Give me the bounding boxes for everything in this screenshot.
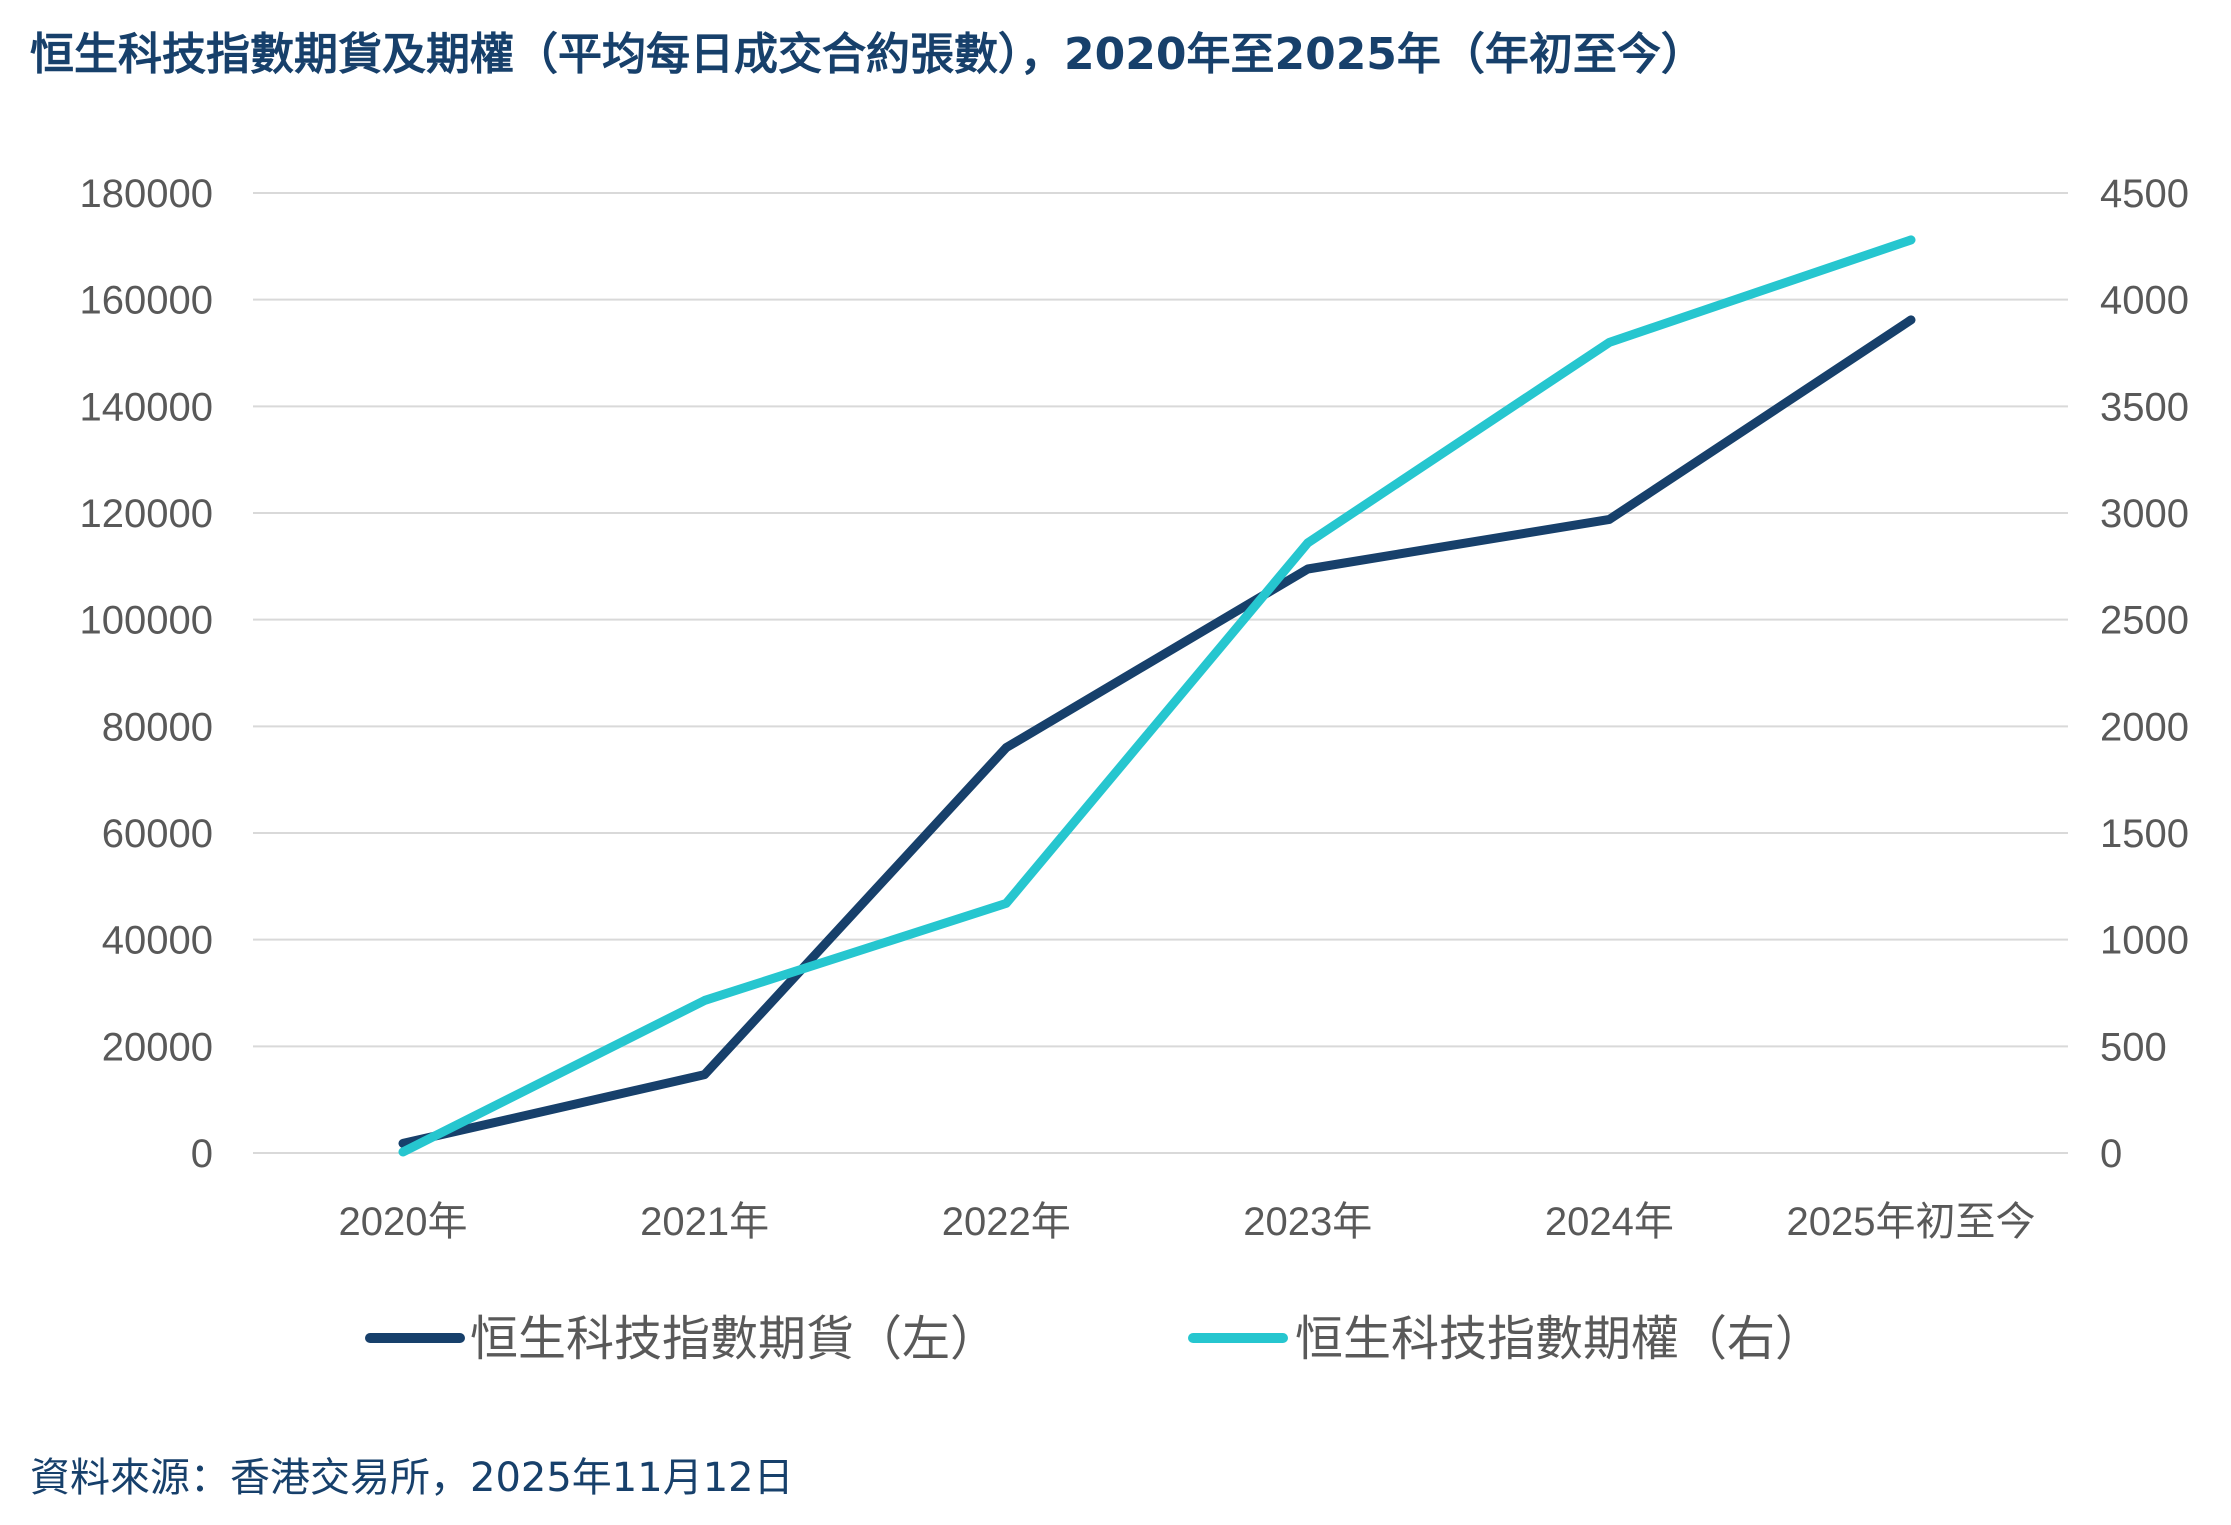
data-point-series-2	[1608, 341, 1610, 343]
data-point-series-1	[704, 1074, 706, 1076]
right-tick-label: 1000	[2100, 919, 2189, 963]
series-lines	[398, 235, 1916, 1157]
series-line-2	[398, 235, 1916, 1157]
x-tick-label: 2020年	[339, 1200, 468, 1244]
left-tick-label: 180000	[80, 172, 213, 216]
x-tick-label: 2025年初至今	[1787, 1200, 2036, 1244]
data-point-series-1	[1608, 518, 1610, 520]
right-tick-label: 2500	[2100, 599, 2189, 643]
left-tick-label: 100000	[80, 599, 213, 643]
data-point-series-1	[1005, 747, 1007, 749]
left-tick-label: 120000	[80, 492, 213, 536]
gridlines	[253, 192, 2068, 1154]
right-tick-label: 4000	[2100, 279, 2189, 323]
x-tick-label: 2021年	[640, 1200, 769, 1244]
data-point-series-2	[1005, 902, 1007, 904]
data-point-series-2	[704, 999, 706, 1001]
chart-title: 恒生科技指數期貨及期權（平均每日成交合約張數），2020年至2025年（年初至今…	[30, 29, 1705, 80]
legend-label-2: 恒生科技指數期權（右）	[1295, 1311, 1823, 1367]
source-note: 資料來源：香港交易所，2025年11月12日	[30, 1455, 794, 1501]
x-tick-label: 2022年	[942, 1200, 1071, 1244]
left-axis: 0 20000 40000 60000 80000 100000 120000 140000 1…	[80, 172, 213, 1176]
x-tick-label: 2023年	[1243, 1200, 1372, 1244]
x-tick-label: 2024年	[1545, 1200, 1674, 1244]
right-tick-label: 4500	[2100, 172, 2189, 216]
right-tick-label: 2000	[2100, 705, 2189, 749]
right-tick-label: 0	[2100, 1132, 2122, 1176]
legend-label-1: 恒生科技指數期貨（左）	[470, 1311, 998, 1367]
left-tick-label: 80000	[102, 705, 213, 749]
left-tick-label: 140000	[80, 385, 213, 429]
data-point-series-2	[1910, 239, 1912, 241]
data-point-series-1	[1910, 319, 1912, 321]
left-tick-label: 0	[191, 1132, 213, 1176]
x-axis: 2020年 2021年 2022年 2023年 2024年 2025年初至今	[339, 1200, 2036, 1244]
right-axis: 0 500 1000 1500 2000 2500 3000 3500 4000 4500	[2100, 172, 2189, 1176]
data-point-series-1	[402, 1142, 404, 1144]
left-tick-label: 60000	[102, 812, 213, 856]
data-point-series-1	[1307, 568, 1309, 570]
right-tick-label: 3500	[2100, 385, 2189, 429]
series-line-1	[398, 315, 1916, 1148]
data-point-series-2	[402, 1151, 404, 1153]
right-tick-label: 1500	[2100, 812, 2189, 856]
data-point-series-2	[1307, 542, 1309, 544]
legend: 恒生科技指數期貨（左） 恒生科技指數期權（右）	[365, 1311, 1823, 1367]
left-tick-label: 40000	[102, 919, 213, 963]
left-tick-label: 20000	[102, 1025, 213, 1069]
right-tick-label: 500	[2100, 1025, 2167, 1069]
left-tick-label: 160000	[80, 279, 213, 323]
right-tick-label: 3000	[2100, 492, 2189, 536]
